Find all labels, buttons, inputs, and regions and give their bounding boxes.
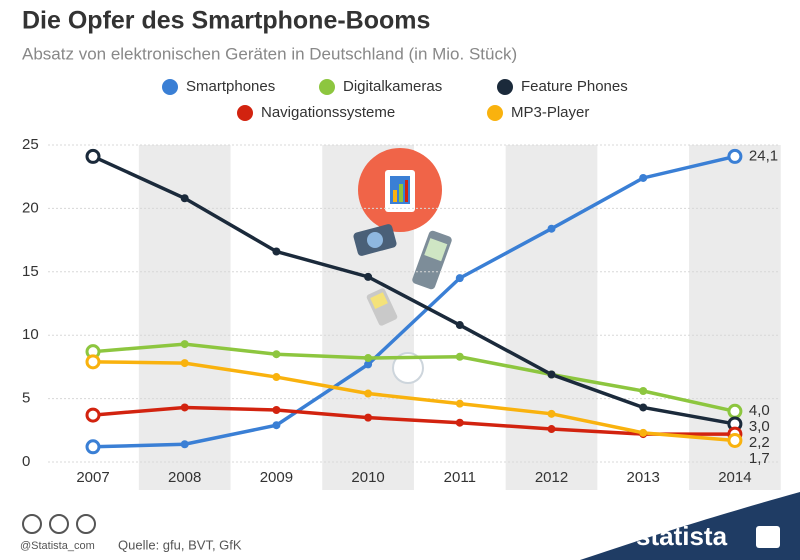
data-label: 24,1 bbox=[749, 147, 778, 164]
data-point bbox=[727, 432, 743, 448]
chart-subtitle: Absatz von elektronischen Geräten in Deu… bbox=[22, 44, 517, 63]
data-point bbox=[272, 406, 281, 415]
y-tick-label: 25 bbox=[22, 136, 39, 153]
y-tick-label: 0 bbox=[22, 453, 30, 470]
legend-label: Digitalkameras bbox=[343, 78, 442, 95]
footer: @Statista_com Quelle: gfu, BVT, GfK stat… bbox=[20, 492, 800, 560]
column-band bbox=[138, 145, 231, 490]
legend-label: Feature Phones bbox=[521, 78, 628, 95]
credit: @Statista_com bbox=[20, 540, 95, 552]
data-point bbox=[639, 386, 648, 395]
data-point bbox=[547, 425, 556, 434]
data-point bbox=[455, 274, 464, 283]
data-point bbox=[272, 247, 281, 256]
data-point bbox=[180, 403, 189, 412]
x-tick-label: 2007 bbox=[76, 469, 109, 486]
data-point bbox=[364, 354, 373, 363]
data-point bbox=[272, 373, 281, 382]
y-tick-label: 20 bbox=[22, 199, 39, 216]
data-point bbox=[455, 418, 464, 427]
brand: statista bbox=[636, 521, 728, 551]
y-tick-label: 5 bbox=[22, 390, 30, 407]
data-point bbox=[639, 403, 648, 412]
x-tick-label: 2008 bbox=[168, 469, 201, 486]
data-point bbox=[547, 370, 556, 379]
legend-swatch bbox=[237, 105, 253, 121]
data-point bbox=[455, 321, 464, 330]
y-tick-label: 15 bbox=[22, 263, 39, 280]
data-point bbox=[85, 354, 101, 370]
data-point bbox=[364, 389, 373, 398]
series-line bbox=[92, 154, 736, 449]
data-point bbox=[85, 148, 101, 164]
data-point bbox=[727, 403, 743, 419]
data-point bbox=[180, 340, 189, 349]
x-tick-label: 2011 bbox=[444, 469, 476, 486]
series-line bbox=[92, 360, 736, 443]
data-point bbox=[180, 359, 189, 368]
data-point bbox=[455, 399, 464, 408]
source: Quelle: gfu, BVT, GfK bbox=[118, 537, 242, 552]
legend-swatch bbox=[487, 105, 503, 121]
data-label: 4,0 bbox=[749, 402, 770, 419]
legend-swatch bbox=[319, 79, 335, 95]
data-point bbox=[364, 272, 373, 281]
data-point bbox=[727, 148, 743, 164]
data-point bbox=[547, 224, 556, 233]
x-tick-label: 2012 bbox=[535, 469, 568, 486]
x-tick-label: 2013 bbox=[627, 469, 660, 486]
data-point bbox=[547, 409, 556, 418]
legend-label: MP3-Player bbox=[511, 104, 589, 121]
legend-swatch bbox=[162, 79, 178, 95]
column-band bbox=[505, 145, 598, 490]
series-line bbox=[92, 405, 735, 436]
x-tick-label: 2010 bbox=[351, 469, 384, 486]
data-point bbox=[639, 173, 648, 182]
legend-label: Navigationssysteme bbox=[261, 104, 395, 121]
column-bands bbox=[138, 145, 781, 490]
data-label: 2,2 bbox=[749, 434, 770, 451]
x-tick-label: 2009 bbox=[260, 469, 293, 486]
illustration bbox=[353, 148, 452, 384]
legend-swatch bbox=[497, 79, 513, 95]
data-point bbox=[272, 421, 281, 430]
series-line bbox=[92, 342, 736, 413]
x-tick-label: 2014 bbox=[718, 469, 751, 486]
data-point bbox=[364, 413, 373, 422]
chart-title: Die Opfer des Smartphone-Booms bbox=[22, 7, 430, 35]
data-point bbox=[180, 440, 189, 449]
data-point bbox=[85, 439, 101, 455]
data-point bbox=[272, 350, 281, 359]
data-point bbox=[364, 360, 373, 369]
legend-label: Smartphones bbox=[186, 78, 275, 95]
data-point bbox=[180, 194, 189, 203]
data-label: 1,7 bbox=[749, 450, 770, 467]
data-label: 3,0 bbox=[749, 418, 770, 435]
data-point bbox=[455, 352, 464, 361]
data-point bbox=[85, 407, 101, 423]
series-line bbox=[92, 154, 736, 426]
y-tick-label: 10 bbox=[22, 326, 39, 343]
data-point bbox=[639, 428, 648, 437]
